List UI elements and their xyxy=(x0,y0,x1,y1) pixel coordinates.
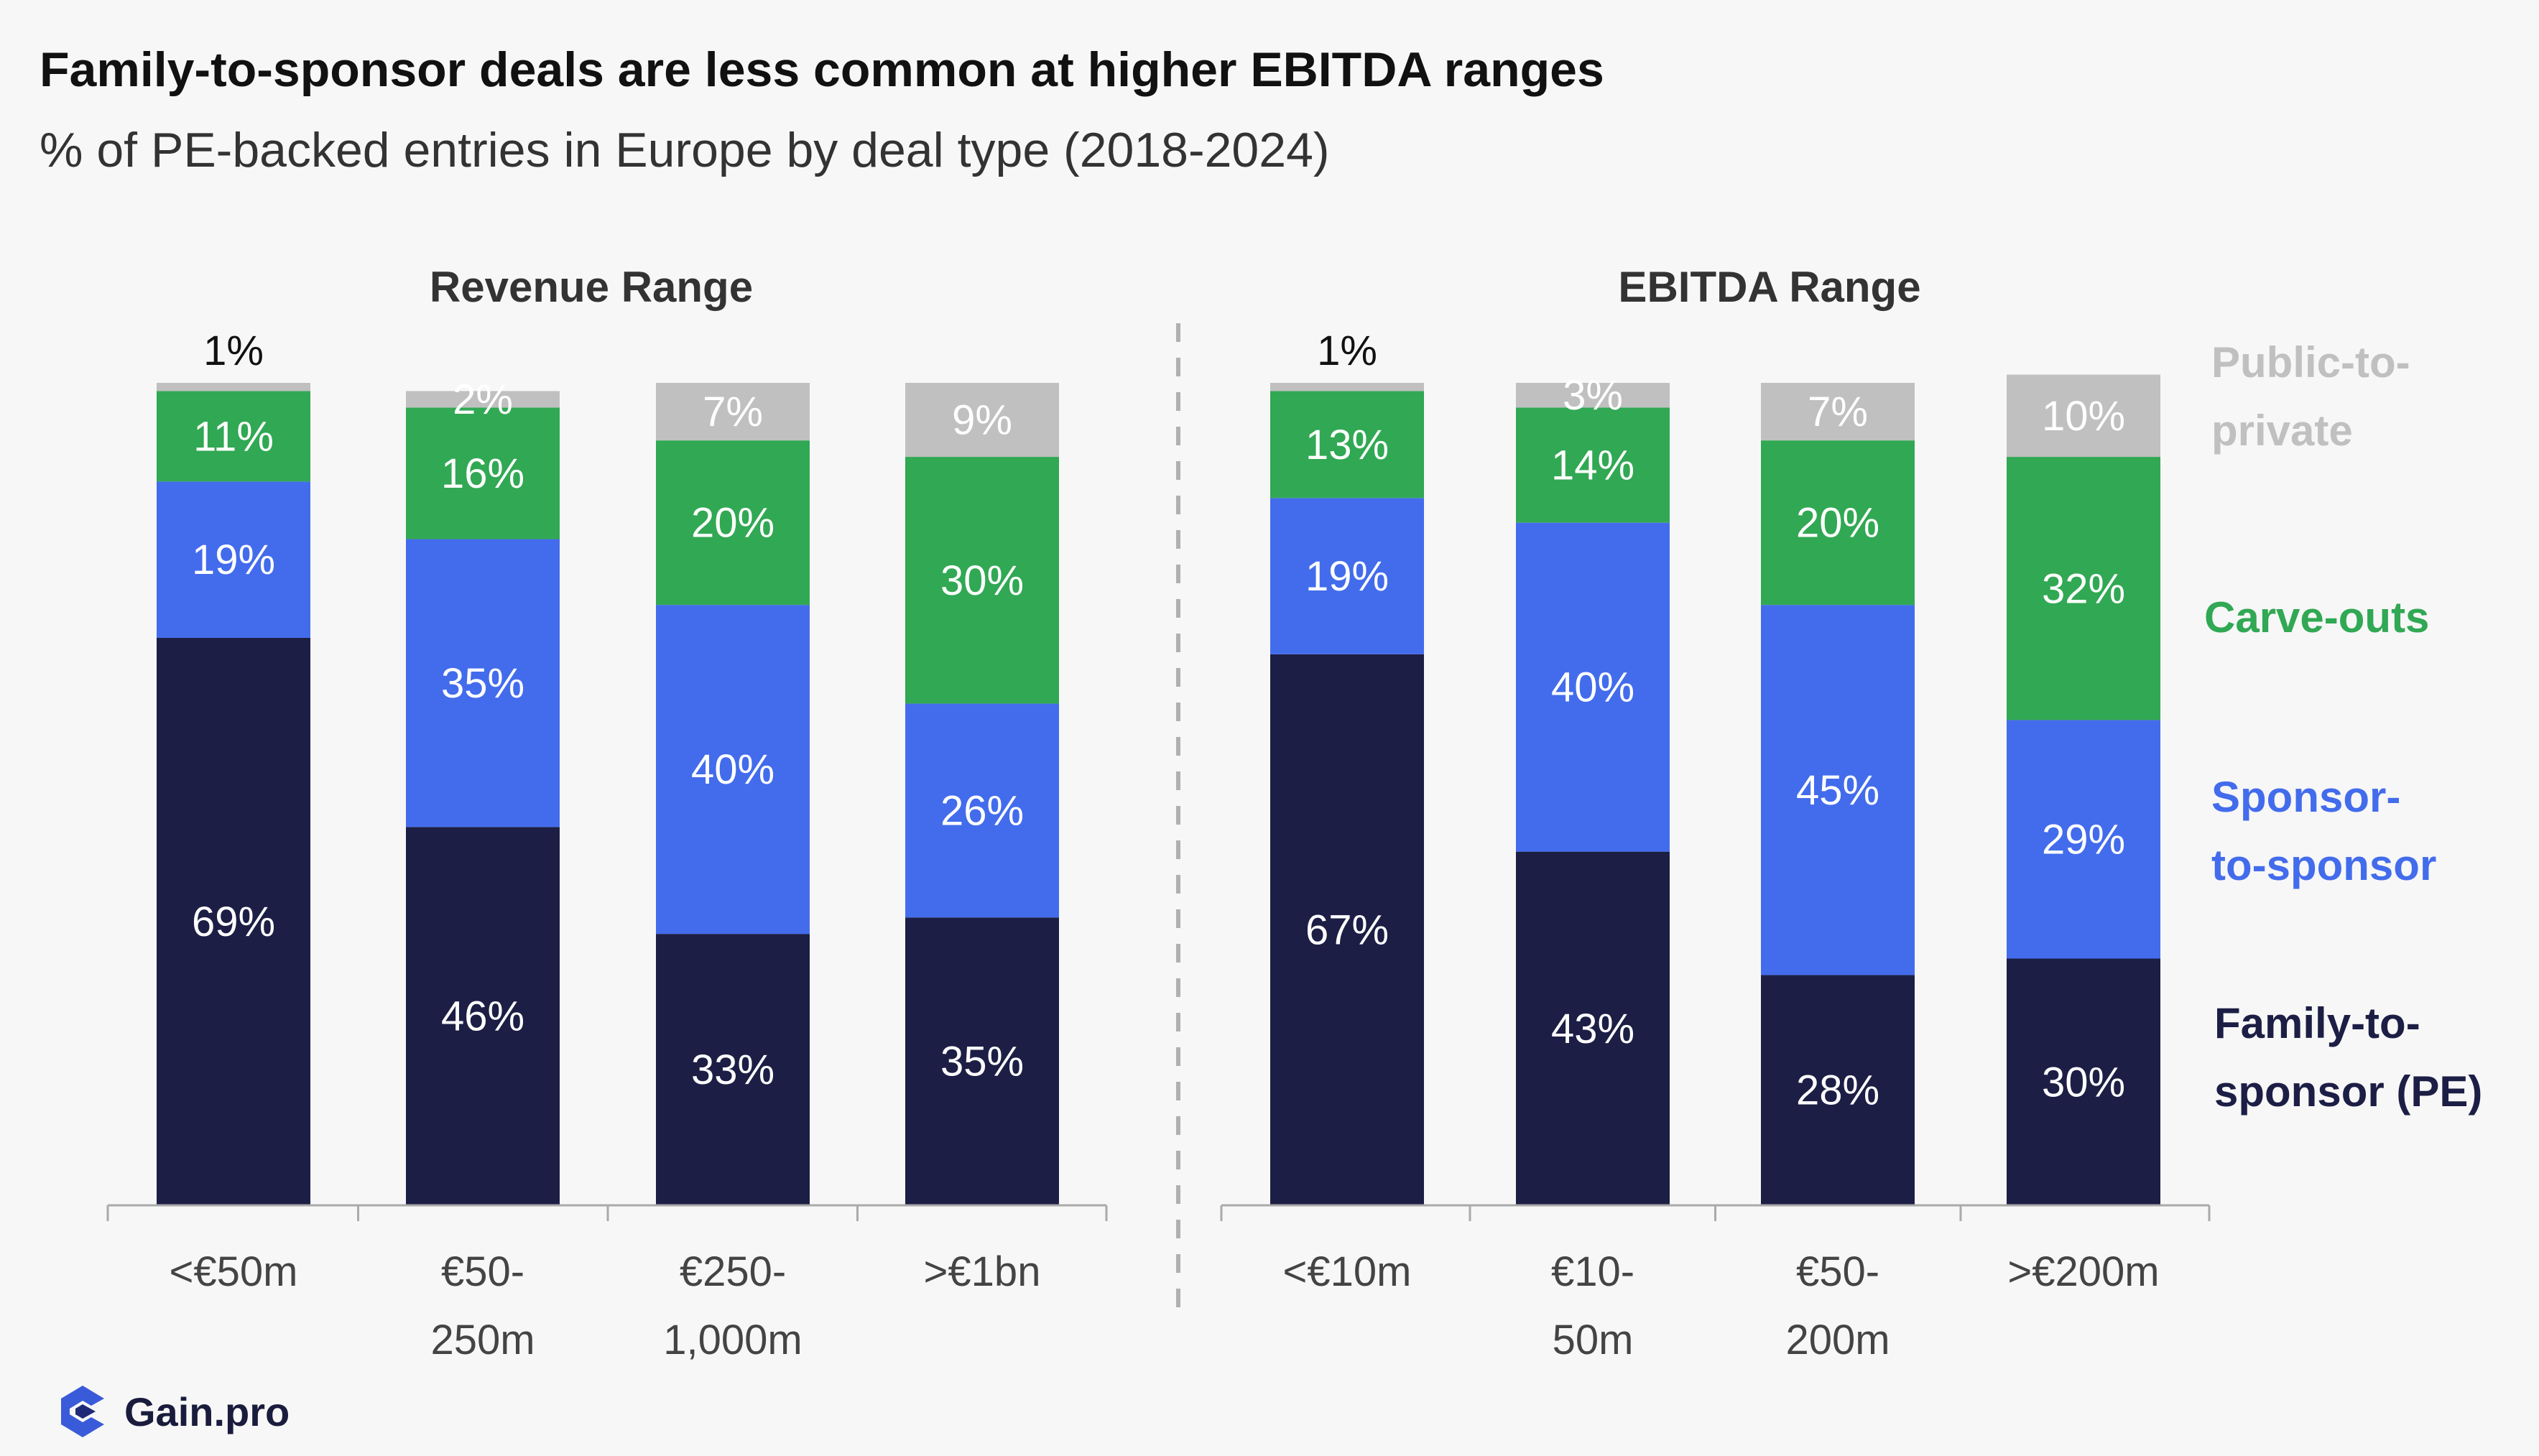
data-label: 20% xyxy=(691,500,774,547)
bar-segment-family-to-sponsor-pe xyxy=(1761,975,1915,1205)
bar-segment-carve-outs xyxy=(656,440,810,606)
legend-label: sponsor (PE) xyxy=(2214,1067,2482,1116)
bar-segment-public-to-private xyxy=(2007,374,2160,458)
category-label: <€10m xyxy=(1283,1248,1412,1295)
bar-segment-family-to-sponsor-pe xyxy=(656,934,810,1205)
bar-segment-family-to-sponsor-pe xyxy=(157,637,310,1205)
category-label: >€200m xyxy=(2007,1248,2159,1295)
bar-segment-sponsor-to-sponsor xyxy=(2007,720,2160,959)
data-label: 1% xyxy=(203,328,264,374)
bar-segment-sponsor-to-sponsor xyxy=(406,539,560,827)
bar-segment-public-to-private xyxy=(656,383,810,441)
category-label: €250- xyxy=(680,1248,786,1295)
data-label: 35% xyxy=(940,1039,1024,1085)
bar-segment-carve-outs xyxy=(1516,407,1670,523)
bar-segment-sponsor-to-sponsor xyxy=(1516,522,1670,852)
data-label: 40% xyxy=(1551,664,1634,711)
legend-label: Family-to- xyxy=(2214,999,2420,1047)
bar-segment-family-to-sponsor-pe xyxy=(1516,851,1670,1205)
chart-title: Family-to-sponsor deals are less common … xyxy=(40,42,1604,97)
legend-label: to-sponsor xyxy=(2211,841,2436,889)
data-label: 13% xyxy=(1305,422,1389,468)
data-label: 67% xyxy=(1305,906,1389,953)
data-label: 26% xyxy=(940,787,1024,834)
category-label: 200m xyxy=(1785,1317,1890,1363)
data-label: 33% xyxy=(691,1047,774,1093)
data-label: 7% xyxy=(1808,389,1868,435)
data-label: 28% xyxy=(1796,1067,1879,1114)
category-label: €50- xyxy=(441,1248,524,1295)
ebitda-panel-title: EBITDA Range xyxy=(1618,263,1920,311)
data-label: 10% xyxy=(2042,393,2125,440)
chart-subtitle: % of PE-backed entries in Europe by deal… xyxy=(40,123,1330,177)
category-label: 250m xyxy=(430,1317,535,1363)
bar-segment-public-to-private xyxy=(1516,383,1670,408)
category-label: <€50m xyxy=(170,1248,298,1295)
data-label: 2% xyxy=(453,376,513,423)
data-label: 19% xyxy=(1305,553,1389,600)
data-label: 69% xyxy=(192,899,275,945)
bar-segment-family-to-sponsor-pe xyxy=(1270,654,1424,1205)
bar-segment-carve-outs xyxy=(1270,391,1424,499)
bar-segment-sponsor-to-sponsor xyxy=(1270,498,1424,654)
data-label: 46% xyxy=(441,993,524,1040)
data-label: 19% xyxy=(192,537,275,583)
data-label: 16% xyxy=(441,450,524,497)
data-label: 40% xyxy=(691,746,774,793)
data-label: 30% xyxy=(940,557,1024,604)
data-label: 9% xyxy=(952,397,1012,444)
data-label: 14% xyxy=(1551,442,1634,489)
legend-label: Public-to- xyxy=(2211,338,2410,386)
revenue-panel-title: Revenue Range xyxy=(430,263,753,311)
bar-segment-family-to-sponsor-pe xyxy=(905,917,1059,1205)
category-label: >€1bn xyxy=(924,1248,1041,1295)
data-label: 32% xyxy=(2042,565,2125,612)
bar-segment-sponsor-to-sponsor xyxy=(1761,605,1915,975)
data-label: 29% xyxy=(2042,816,2125,863)
bar-segment-sponsor-to-sponsor xyxy=(905,703,1059,918)
gain-logo-icon xyxy=(61,1386,104,1437)
logo-text: Gain.pro xyxy=(124,1388,290,1434)
data-label: 7% xyxy=(703,389,763,435)
bar-segment-carve-outs xyxy=(2007,457,2160,720)
data-label: 1% xyxy=(1317,328,1377,374)
bar-segment-public-to-private xyxy=(1270,383,1424,391)
bar-segment-public-to-private xyxy=(1761,383,1915,441)
bar-segment-public-to-private xyxy=(157,383,310,391)
legend-label: Carve-outs xyxy=(2204,593,2429,641)
gain-pro-logo: Gain.pro xyxy=(54,1383,290,1440)
category-label: €50- xyxy=(1796,1248,1879,1295)
category-label: 50m xyxy=(1553,1317,1634,1363)
data-label: 20% xyxy=(1796,500,1879,547)
category-label: 1,000m xyxy=(663,1317,802,1363)
bar-segment-carve-outs xyxy=(406,407,560,539)
bar-segment-sponsor-to-sponsor xyxy=(656,605,810,935)
data-label: 45% xyxy=(1796,767,1879,814)
data-label: 43% xyxy=(1551,1006,1634,1052)
bar-segment-public-to-private xyxy=(406,391,560,408)
legend-label: private xyxy=(2211,407,2353,455)
bar-segment-carve-outs xyxy=(905,457,1059,704)
data-label: 35% xyxy=(441,660,524,707)
data-label: 30% xyxy=(2042,1059,2125,1105)
category-label: €10- xyxy=(1551,1248,1634,1295)
data-label: 3% xyxy=(1563,372,1623,419)
bar-segment-carve-outs xyxy=(157,391,310,482)
bar-segment-carve-outs xyxy=(1761,440,1915,606)
bar-segment-family-to-sponsor-pe xyxy=(2007,958,2160,1205)
bar-segment-sponsor-to-sponsor xyxy=(157,481,310,638)
data-label: 11% xyxy=(193,413,274,460)
bar-segment-public-to-private xyxy=(905,383,1059,458)
bar-segment-family-to-sponsor-pe xyxy=(406,827,560,1205)
legend-label: Sponsor- xyxy=(2211,773,2400,821)
